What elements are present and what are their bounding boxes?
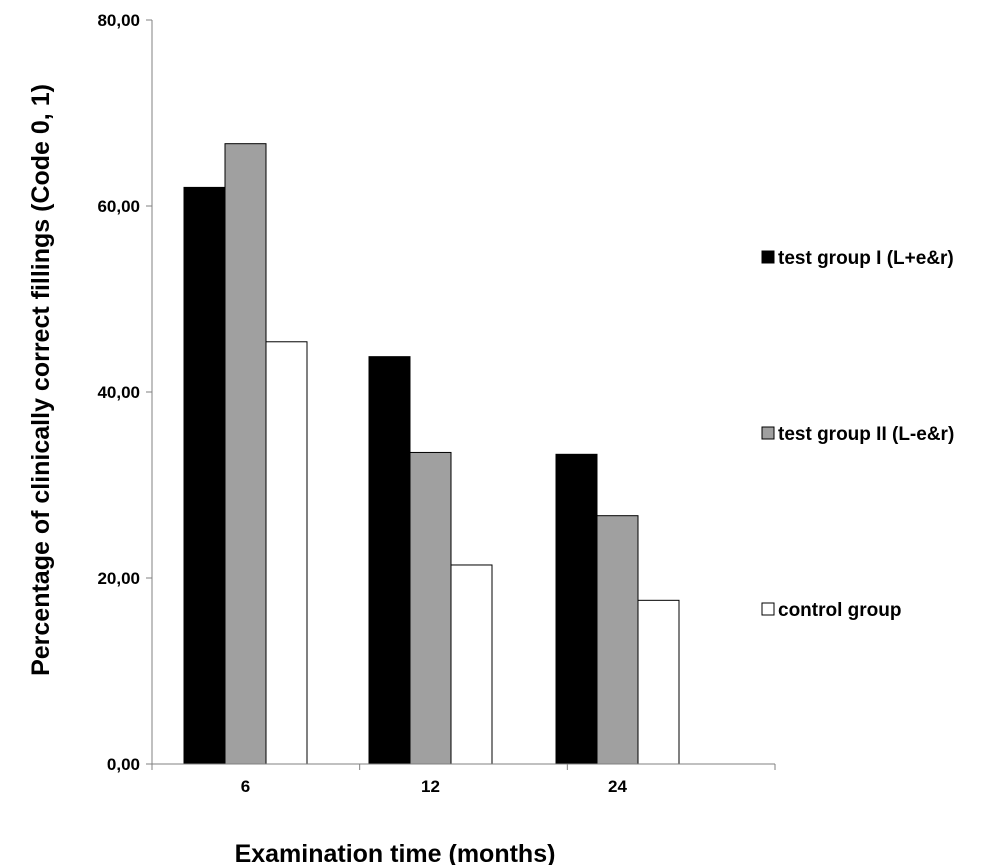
x-axis-title: Examination time (months): [235, 840, 556, 865]
y-tick-label: 0,00: [107, 755, 140, 774]
y-axis-title: Percentage of clinically correct filling…: [27, 84, 55, 676]
bar: [637, 599, 680, 765]
x-tick-label: 6: [241, 777, 250, 796]
y-tick-label: 60,00: [97, 197, 140, 216]
bar: [183, 186, 226, 765]
y-tick-label: 80,00: [97, 11, 140, 30]
x-tick-label: 12: [421, 777, 440, 796]
bar: [265, 341, 308, 765]
bar: [409, 451, 452, 765]
bar: [224, 143, 267, 765]
ticks-layer: 0,00 20,00 40,00 60,00 80,00 6 12 24: [97, 11, 776, 796]
legend-swatch: [761, 250, 775, 264]
legend-label: control group: [778, 600, 901, 621]
bar: [368, 356, 411, 765]
bars-layer: [183, 143, 680, 765]
legend-swatch: [761, 602, 775, 616]
y-tick-label: 20,00: [97, 569, 140, 588]
legend-label: test group II (L-e&r): [778, 424, 954, 445]
bar: [596, 515, 639, 765]
bar: [555, 453, 598, 765]
legend: test group I (L+e&r) test group II (L-e&r…: [761, 248, 954, 621]
legend-label: test group I (L+e&r): [778, 248, 954, 269]
legend-swatch: [761, 426, 775, 440]
bar: [450, 564, 493, 765]
x-tick-label: 24: [608, 777, 627, 796]
y-tick-label: 40,00: [97, 383, 140, 402]
